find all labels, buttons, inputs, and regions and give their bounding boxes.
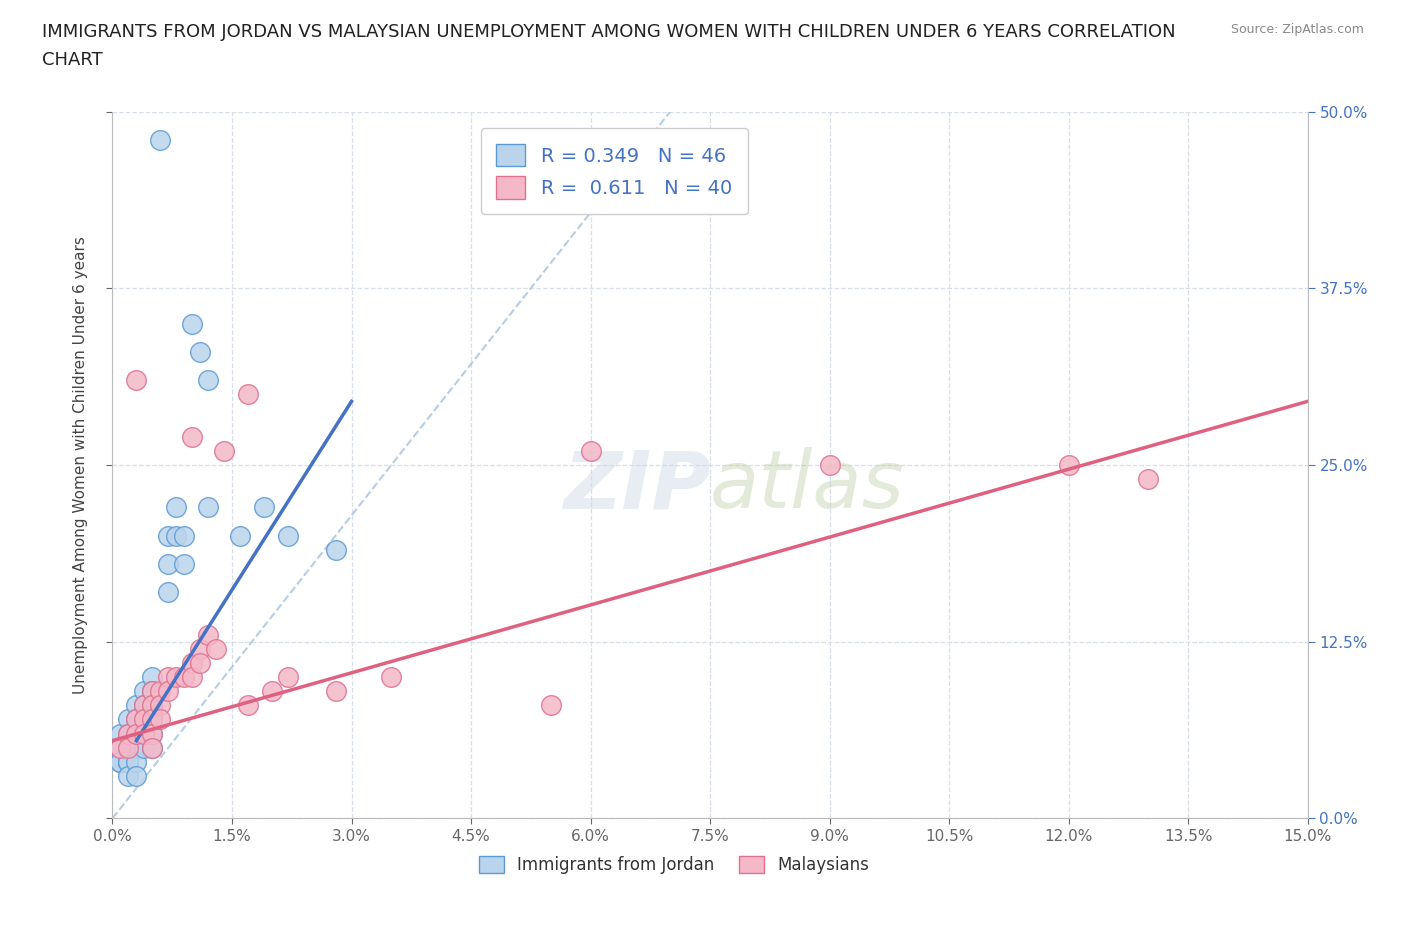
Point	[579, 444, 602, 458]
Point	[157, 684, 180, 698]
Point	[540, 698, 562, 712]
Point	[197, 627, 219, 642]
Point	[134, 698, 156, 712]
Point	[125, 754, 148, 769]
Point	[277, 528, 299, 543]
Text: Source: ZipAtlas.com: Source: ZipAtlas.com	[1230, 23, 1364, 36]
Point	[125, 740, 148, 755]
Point	[141, 740, 163, 755]
Point	[149, 132, 172, 147]
Point	[149, 698, 172, 712]
Point	[188, 344, 211, 359]
Text: CHART: CHART	[42, 51, 103, 69]
Point	[110, 740, 132, 755]
Point	[149, 684, 172, 698]
Legend: Immigrants from Jordan, Malaysians: Immigrants from Jordan, Malaysians	[472, 849, 876, 881]
Point	[157, 528, 180, 543]
Point	[141, 712, 163, 727]
Point	[325, 684, 347, 698]
Point	[141, 684, 163, 698]
Point	[1137, 472, 1160, 486]
Point	[134, 740, 156, 755]
Point	[125, 712, 148, 727]
Point	[141, 698, 163, 712]
Point	[110, 740, 132, 755]
Point	[212, 444, 235, 458]
Point	[110, 754, 132, 769]
Point	[253, 500, 276, 515]
Point	[134, 712, 156, 727]
Point	[205, 642, 228, 657]
Point	[181, 430, 204, 445]
Text: IMMIGRANTS FROM JORDAN VS MALAYSIAN UNEMPLOYMENT AMONG WOMEN WITH CHILDREN UNDER: IMMIGRANTS FROM JORDAN VS MALAYSIAN UNEM…	[42, 23, 1175, 41]
Point	[197, 500, 219, 515]
Y-axis label: Unemployment Among Women with Children Under 6 years: Unemployment Among Women with Children U…	[73, 236, 89, 694]
Point	[173, 528, 195, 543]
Point	[134, 698, 156, 712]
Point	[818, 458, 841, 472]
Point	[181, 670, 204, 684]
Point	[117, 726, 139, 741]
Point	[181, 656, 204, 671]
Point	[134, 726, 156, 741]
Point	[117, 754, 139, 769]
Point	[125, 726, 148, 741]
Point	[157, 556, 180, 571]
Point	[141, 712, 163, 727]
Point	[125, 726, 148, 741]
Point	[125, 698, 148, 712]
Text: atlas: atlas	[710, 447, 905, 525]
Point	[181, 316, 204, 331]
Point	[165, 528, 187, 543]
Point	[173, 670, 195, 684]
Point	[229, 528, 252, 543]
Point	[125, 712, 148, 727]
Point	[117, 754, 139, 769]
Point	[236, 387, 259, 402]
Point	[110, 754, 132, 769]
Point	[157, 670, 180, 684]
Point	[110, 740, 132, 755]
Point	[125, 768, 148, 783]
Point	[141, 726, 163, 741]
Point	[117, 768, 139, 783]
Point	[141, 684, 163, 698]
Point	[141, 670, 163, 684]
Point	[149, 712, 172, 727]
Point	[197, 373, 219, 388]
Point	[141, 740, 163, 755]
Point	[260, 684, 283, 698]
Point	[141, 726, 163, 741]
Point	[117, 740, 139, 755]
Point	[117, 740, 139, 755]
Point	[188, 656, 211, 671]
Point	[188, 642, 211, 657]
Point	[117, 712, 139, 727]
Point	[134, 726, 156, 741]
Point	[165, 500, 187, 515]
Point	[380, 670, 402, 684]
Point	[125, 373, 148, 388]
Point	[165, 670, 187, 684]
Point	[236, 698, 259, 712]
Point	[117, 740, 139, 755]
Point	[134, 684, 156, 698]
Point	[141, 698, 163, 712]
Point	[173, 556, 195, 571]
Point	[117, 726, 139, 741]
Point	[134, 712, 156, 727]
Text: ZIP: ZIP	[562, 447, 710, 525]
Point	[325, 542, 347, 557]
Point	[110, 726, 132, 741]
Point	[1057, 458, 1080, 472]
Point	[157, 585, 180, 600]
Point	[277, 670, 299, 684]
Point	[117, 754, 139, 769]
